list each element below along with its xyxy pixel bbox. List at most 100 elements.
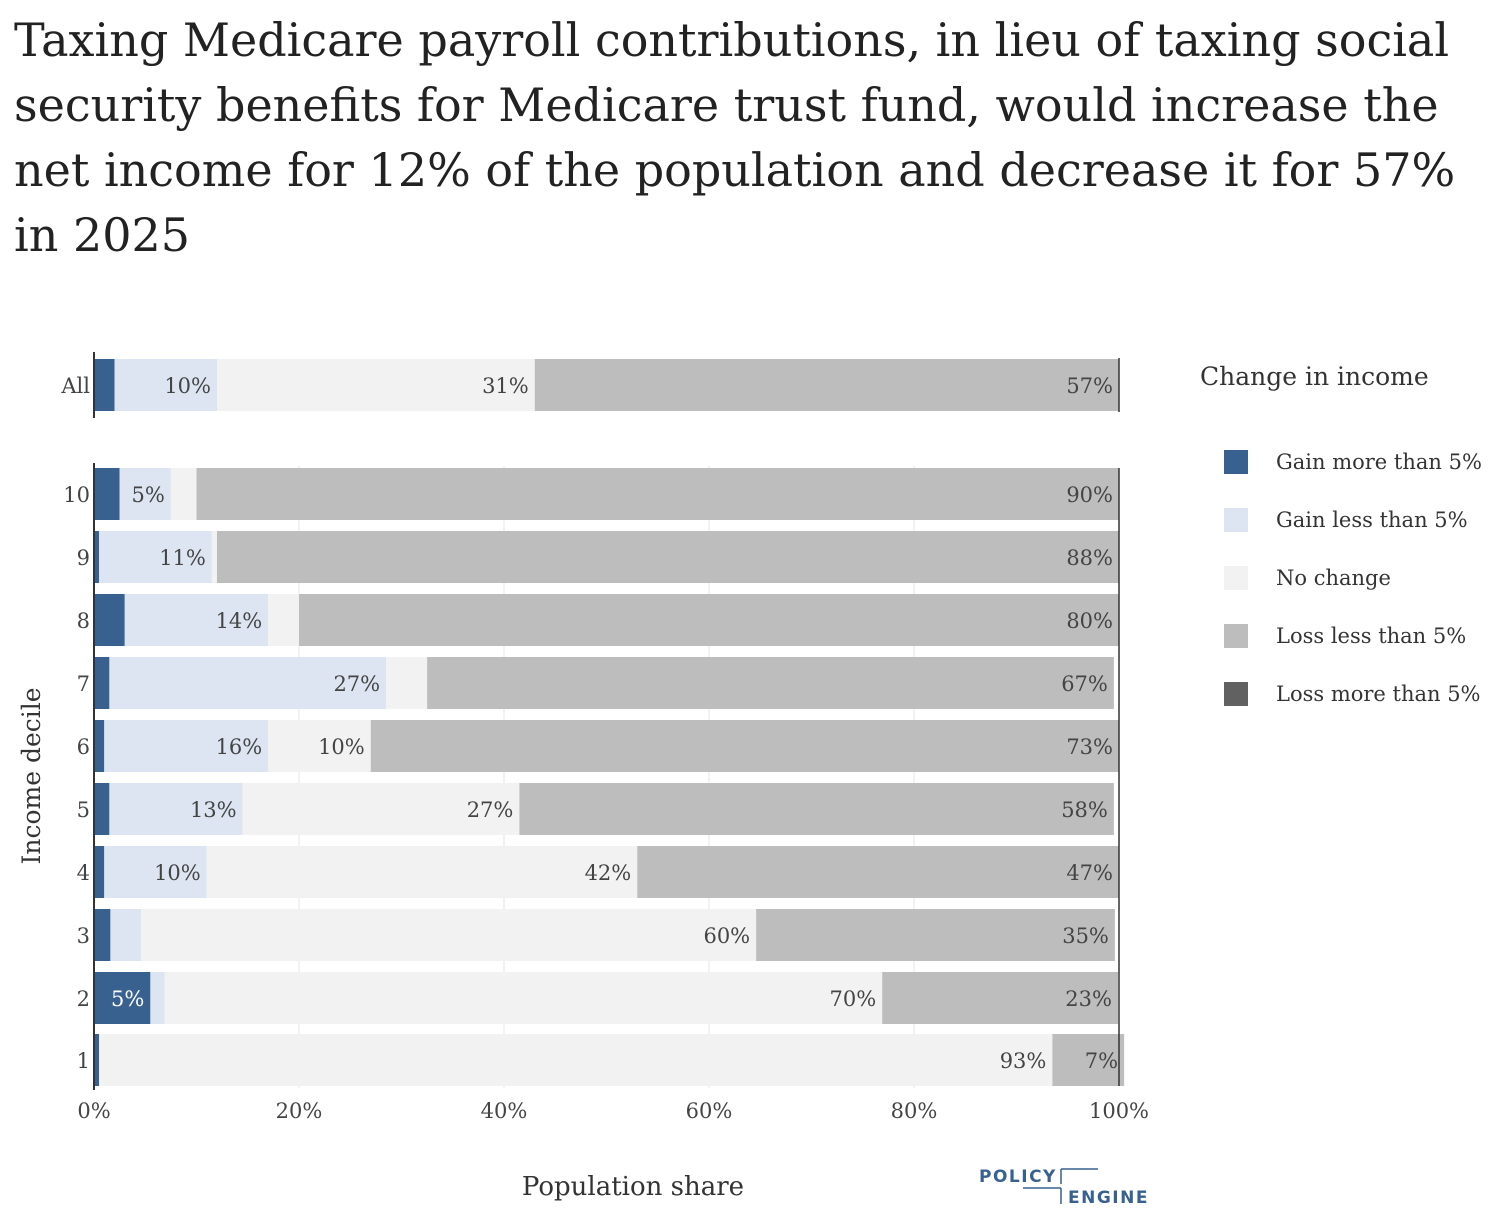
x-tick-label: 0% bbox=[77, 1099, 110, 1123]
y-axis-title: Income decile bbox=[17, 687, 46, 864]
legend: Change in income Gain more than 5% Gain l… bbox=[1200, 362, 1482, 723]
bar-label: 58% bbox=[1061, 798, 1108, 822]
bar-segment bbox=[99, 531, 212, 583]
stacked-bar-chart: 10% 31% 57%5% 90%11% 88%14% 80%27% 67%16% 10% 73… bbox=[17, 352, 1149, 1202]
y-tick-label: 1 bbox=[77, 1049, 90, 1073]
bar-segment bbox=[94, 531, 100, 583]
bar-segment bbox=[427, 657, 1114, 709]
bar-label: 73% bbox=[1066, 735, 1113, 759]
legend-label: No change bbox=[1276, 566, 1391, 590]
bar-segment bbox=[370, 720, 1119, 772]
bar-label: 31% bbox=[482, 374, 529, 398]
y-tick-label: 6 bbox=[77, 735, 90, 759]
axes bbox=[93, 352, 1120, 1090]
bar-label: 88% bbox=[1066, 546, 1113, 570]
bar-label: 93% bbox=[1000, 1049, 1047, 1073]
bar-label: 14% bbox=[216, 609, 263, 633]
logo-line2: ENGINE bbox=[1068, 1188, 1148, 1206]
y-tick-label: All bbox=[60, 374, 90, 398]
bar-label: 27% bbox=[467, 798, 514, 822]
chart-title: Taxing Medicare payroll contributions, i… bbox=[14, 13, 1456, 262]
bar-segment bbox=[94, 783, 110, 835]
x-tick-label: 60% bbox=[686, 1099, 733, 1123]
x-tick-label: 80% bbox=[891, 1099, 938, 1123]
bar-label: 11% bbox=[159, 546, 206, 570]
legend-swatch bbox=[1224, 682, 1248, 706]
bar-segment bbox=[94, 720, 105, 772]
bar-segment bbox=[114, 359, 217, 411]
bar-segment bbox=[1052, 1034, 1125, 1086]
bar-label: 35% bbox=[1062, 924, 1109, 948]
bar-label: 23% bbox=[1065, 987, 1112, 1011]
y-tick-label: 8 bbox=[77, 609, 90, 633]
y-tick-label: 3 bbox=[77, 924, 90, 948]
x-tick-label: 100% bbox=[1089, 1099, 1149, 1123]
bar-segment bbox=[94, 846, 105, 898]
bar-segment bbox=[882, 972, 1118, 1024]
logo-line1: POLICY bbox=[979, 1167, 1057, 1187]
bar-segment bbox=[109, 657, 387, 709]
bar-segment bbox=[519, 783, 1114, 835]
legend-items: Gain more than 5% Gain less than 5% No cha… bbox=[1200, 433, 1482, 723]
bar-segment bbox=[268, 720, 371, 772]
bar-label: 60% bbox=[703, 924, 750, 948]
x-tick-label: 20% bbox=[276, 1099, 323, 1123]
bar-segment bbox=[206, 846, 638, 898]
legend-item[interactable]: No change bbox=[1200, 549, 1482, 607]
bar-label: 5% bbox=[111, 987, 144, 1011]
bar-segment bbox=[94, 909, 111, 961]
legend-item[interactable]: Gain more than 5% bbox=[1200, 433, 1482, 491]
bar-label: 10% bbox=[154, 861, 201, 885]
bar-label: 90% bbox=[1066, 483, 1113, 507]
bar-segment bbox=[164, 972, 883, 1024]
bar-segment bbox=[110, 909, 142, 961]
y-tick-label: 4 bbox=[77, 861, 90, 885]
legend-item[interactable]: Loss less than 5% bbox=[1200, 607, 1482, 665]
bar-segment bbox=[94, 657, 110, 709]
bars bbox=[94, 359, 1125, 1086]
bar-label: 42% bbox=[585, 861, 632, 885]
y-tick-label: 2 bbox=[77, 987, 90, 1011]
bar-segment bbox=[124, 594, 269, 646]
bar-label: 16% bbox=[216, 735, 263, 759]
legend-swatch bbox=[1224, 450, 1248, 474]
legend-label: Gain more than 5% bbox=[1276, 450, 1482, 474]
legend-label: Loss less than 5% bbox=[1276, 624, 1467, 648]
bar-segment bbox=[119, 468, 171, 520]
bar-segment bbox=[299, 594, 1119, 646]
bar-label: 67% bbox=[1061, 672, 1108, 696]
bar-segment bbox=[217, 359, 535, 411]
bar-segment bbox=[109, 783, 243, 835]
bar-segment bbox=[94, 359, 115, 411]
bar-segment bbox=[196, 468, 1119, 520]
bar-label: 57% bbox=[1066, 374, 1113, 398]
y-tick-label: 9 bbox=[77, 546, 90, 570]
legend-swatch bbox=[1224, 508, 1248, 532]
x-axis-title: Population share bbox=[522, 1172, 744, 1202]
bar-segment bbox=[242, 783, 520, 835]
legend-item[interactable]: Gain less than 5% bbox=[1200, 491, 1482, 549]
legend-swatch bbox=[1224, 624, 1248, 648]
legend-swatch bbox=[1224, 566, 1248, 590]
bar-segment bbox=[94, 972, 151, 1024]
bar-label: 70% bbox=[830, 987, 877, 1011]
bar-labels: 10% 31% 57% 5% 90% 11% 88% 14% 80% 27% 67% 16% 10% 73… bbox=[111, 374, 1118, 1073]
bar-label: 10% bbox=[318, 735, 365, 759]
bar-label: 13% bbox=[190, 798, 237, 822]
bar-segment bbox=[211, 531, 217, 583]
bar-label: 47% bbox=[1066, 861, 1113, 885]
bar-label: 80% bbox=[1066, 609, 1113, 633]
bar-label: 5% bbox=[132, 483, 165, 507]
legend-title: Change in income bbox=[1200, 362, 1429, 391]
legend-label: Gain less than 5% bbox=[1276, 508, 1468, 532]
bar-segment bbox=[104, 720, 269, 772]
bar-label: 7% bbox=[1085, 1049, 1118, 1073]
bar-segment bbox=[150, 972, 165, 1024]
y-tick-label: 5 bbox=[77, 798, 90, 822]
legend-item[interactable]: Loss more than 5% bbox=[1200, 665, 1482, 723]
bar-segment bbox=[104, 846, 207, 898]
legend-label: Loss more than 5% bbox=[1276, 682, 1481, 706]
bar-segment bbox=[386, 657, 428, 709]
bar-segment bbox=[170, 468, 197, 520]
